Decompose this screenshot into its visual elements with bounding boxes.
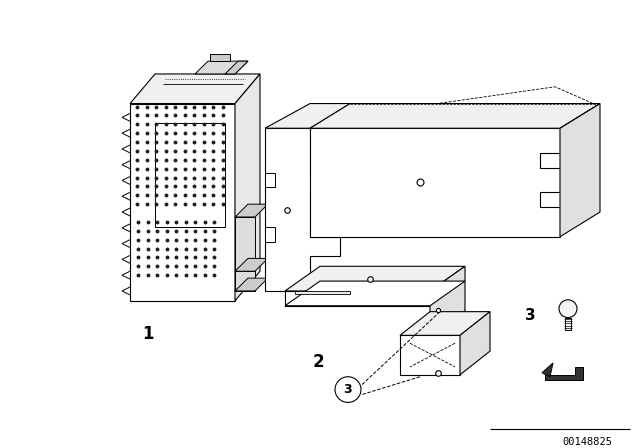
- Polygon shape: [545, 367, 583, 380]
- Circle shape: [559, 300, 577, 318]
- Polygon shape: [235, 204, 268, 217]
- Text: 00148825: 00148825: [562, 437, 612, 447]
- Polygon shape: [235, 271, 255, 291]
- Polygon shape: [235, 278, 268, 291]
- Polygon shape: [400, 336, 460, 375]
- Polygon shape: [310, 128, 560, 237]
- Polygon shape: [265, 103, 355, 128]
- Text: 1: 1: [142, 325, 154, 344]
- Polygon shape: [285, 266, 465, 291]
- Polygon shape: [400, 312, 490, 336]
- Text: 3: 3: [525, 308, 535, 323]
- Polygon shape: [565, 318, 571, 331]
- Text: 2: 2: [312, 353, 324, 371]
- Polygon shape: [235, 74, 260, 301]
- Polygon shape: [210, 54, 230, 61]
- Polygon shape: [265, 87, 600, 148]
- Polygon shape: [542, 363, 553, 377]
- Text: 3: 3: [344, 383, 352, 396]
- Polygon shape: [560, 103, 600, 237]
- Polygon shape: [155, 123, 225, 227]
- Polygon shape: [285, 291, 430, 306]
- Polygon shape: [285, 281, 465, 306]
- Polygon shape: [265, 172, 275, 187]
- Polygon shape: [265, 227, 275, 241]
- Polygon shape: [295, 291, 350, 294]
- Polygon shape: [265, 128, 340, 291]
- Polygon shape: [310, 103, 600, 128]
- Polygon shape: [195, 61, 248, 74]
- Polygon shape: [460, 312, 490, 375]
- Polygon shape: [130, 103, 235, 301]
- Polygon shape: [235, 258, 268, 271]
- Polygon shape: [130, 74, 260, 103]
- Polygon shape: [225, 61, 248, 74]
- Polygon shape: [235, 217, 255, 271]
- Circle shape: [335, 377, 361, 402]
- Polygon shape: [430, 266, 465, 336]
